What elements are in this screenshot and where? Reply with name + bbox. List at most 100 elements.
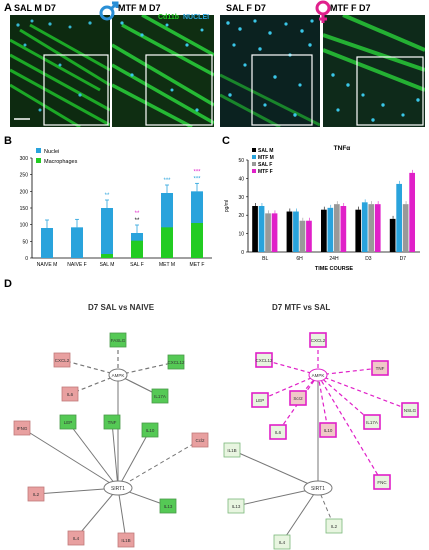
gene-node xyxy=(325,518,343,534)
gene-node-label: IL4 xyxy=(279,540,286,545)
hub-sirt1 xyxy=(303,480,333,496)
y-tick-label-b: 200 xyxy=(20,189,29,195)
legend-label-1: MTF M xyxy=(258,155,274,161)
y-tick-label-c: 30 xyxy=(238,195,244,201)
network-title-right: D7 MTF vs SAL xyxy=(272,303,331,312)
legend-label-3: MTF F xyxy=(258,169,273,175)
network-edge xyxy=(61,359,119,376)
hub-sirt1-label: SIRT1 xyxy=(111,486,125,492)
x-tick-label-c: 6H xyxy=(296,256,303,262)
bar-nuclei xyxy=(41,228,53,258)
network-edge xyxy=(297,374,319,399)
bar-macrophages xyxy=(131,240,143,258)
hub-sirt1 xyxy=(103,480,133,496)
gene-node-label: IL1B xyxy=(121,538,130,543)
network-edge xyxy=(117,361,177,376)
gene-node xyxy=(401,402,419,418)
y-tick-label-c: 40 xyxy=(238,176,244,182)
network-title-left: D7 SAL vs NAIVE xyxy=(88,303,155,312)
legend-label-2: SAL F xyxy=(258,162,272,168)
bar-mtf-f xyxy=(306,220,312,252)
gene-node-label: IL6 xyxy=(275,430,282,435)
bar-nuclei xyxy=(71,227,83,258)
gene-node xyxy=(67,530,85,546)
bar-mtf-m xyxy=(327,207,334,252)
network-edge xyxy=(111,421,119,489)
chart-c: 0 10 20 30 40 50 TNFα pg/ml TIME COURSE BL 6H 24H D3… xyxy=(224,145,420,272)
gene-node xyxy=(371,360,389,376)
bar-sal-m xyxy=(252,206,258,252)
x-tick-label-c: D7 xyxy=(400,256,407,262)
gene-node-label: TNF xyxy=(376,366,385,371)
legend-swatch-macrophages xyxy=(36,158,41,163)
x-tick-label-c: BL xyxy=(262,256,268,262)
gene-node-label: IL2 xyxy=(331,524,338,529)
chart-b: 0 50 100 150 200 250 300 NAIVE M NAIVE F SAL M SAL… xyxy=(20,148,212,268)
x-tick-label-c: D3 xyxy=(365,256,372,262)
bar-mtf-f xyxy=(340,206,347,252)
x-tick-label-b: SAL M xyxy=(100,262,115,268)
stain-nuclei: NUCLEI xyxy=(183,14,210,21)
gene-node-label: FNC xyxy=(377,480,387,485)
panel-label-c: C xyxy=(222,135,230,147)
micrograph-label-mtf-m: MTF M D7 xyxy=(118,3,161,13)
gene-node-label: Scr2 xyxy=(293,396,303,401)
legend-swatch-2 xyxy=(252,162,256,166)
network-edge xyxy=(117,439,201,489)
gene-node-label: CXCL2 xyxy=(55,358,70,363)
bar-mtf-m xyxy=(396,183,402,252)
gene-node xyxy=(13,420,31,436)
bar-sal-f xyxy=(299,220,306,252)
bar-sal-f xyxy=(265,213,271,252)
gene-node xyxy=(109,332,127,348)
x-tick-label-b: MET M xyxy=(159,262,175,268)
legend-label-macrophages: Macrophages xyxy=(44,159,78,165)
legend-swatch-0 xyxy=(252,148,256,152)
bar-sal-m xyxy=(286,211,293,252)
gene-node-label: TNF xyxy=(108,420,117,425)
x-tick-label-c: 24H xyxy=(329,256,339,262)
panel-label-a: A xyxy=(4,2,12,14)
sig-sal-f-black: ** xyxy=(135,218,140,224)
gene-node-label: IL17A xyxy=(154,394,166,399)
x-tick-label-b: NAIVE M xyxy=(37,262,58,268)
y-tick-label-b: 150 xyxy=(20,206,29,212)
gene-node xyxy=(251,392,269,408)
gene-node xyxy=(191,432,209,448)
network-edge xyxy=(277,374,319,433)
gene-node-label: FASLG xyxy=(111,338,126,343)
gene-node xyxy=(103,414,121,430)
hub-ampk-label: AMPK xyxy=(112,373,125,378)
gene-node xyxy=(269,424,287,440)
gene-node xyxy=(59,414,77,430)
hub-sirt1-label: SIRT1 xyxy=(311,486,325,492)
network-diagrams: AMPK SIRT1 FASLG CXCL2 CXCL12 IL6 IL17A IFNG LEP… xyxy=(13,332,419,550)
bar-mtf-m xyxy=(361,202,368,252)
bar-mtf-m xyxy=(293,211,299,252)
network-edge xyxy=(317,374,411,411)
gene-node xyxy=(141,422,159,438)
y-tick-label-b: 0 xyxy=(25,256,28,262)
gene-node-label: CXCL2 xyxy=(311,338,326,343)
gene-node xyxy=(117,532,135,548)
gene-node-label: IL10 xyxy=(146,428,155,433)
gene-node-label: IL13 xyxy=(164,504,173,509)
network-edge xyxy=(235,487,319,507)
gene-node-label: NSLG xyxy=(404,408,417,413)
gene-node xyxy=(255,352,273,368)
gene-node-label: CXCL12 xyxy=(167,360,185,365)
female-symbol-icon xyxy=(315,0,331,23)
bar-macrophages xyxy=(191,223,203,258)
gene-node xyxy=(227,498,245,514)
legend-label-nuclei: Nuclei xyxy=(44,149,59,155)
chart-title-c: TNFα xyxy=(334,145,351,152)
hub-ampk-label: AMPK xyxy=(312,373,325,378)
micrograph-label-sal-f: SAL F D7 xyxy=(226,3,266,13)
bar-macrophages xyxy=(101,254,113,258)
network-edge xyxy=(281,487,319,543)
bar-mtf-m xyxy=(258,206,265,252)
legend-label-0: SAL M xyxy=(258,148,273,154)
y-tick-label-c: 20 xyxy=(238,213,244,219)
hub-ampk xyxy=(308,368,328,382)
bar-sal-f xyxy=(368,204,375,252)
